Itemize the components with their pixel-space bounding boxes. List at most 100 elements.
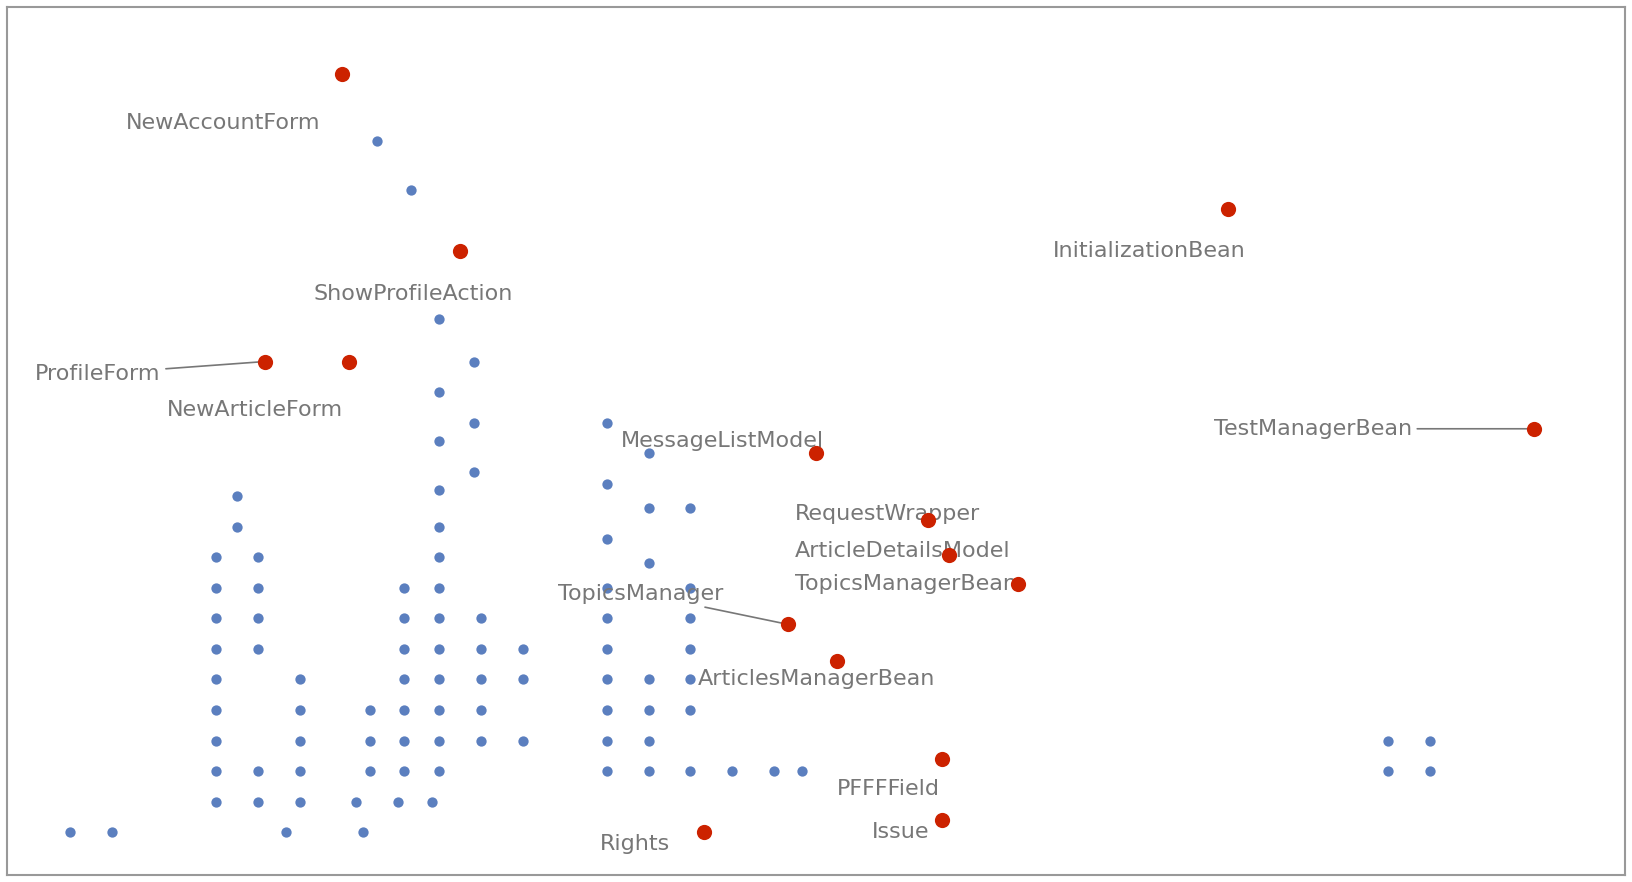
Point: [398, 183, 424, 198]
Point: [677, 642, 703, 656]
Point: [392, 642, 418, 656]
Point: [287, 764, 313, 778]
Point: [720, 764, 746, 778]
Point: [635, 501, 661, 515]
Point: [468, 703, 494, 717]
Point: [929, 751, 955, 766]
Point: [287, 672, 313, 686]
Point: [511, 642, 537, 656]
Text: ArticlesManagerBean: ArticlesManagerBean: [697, 669, 935, 690]
Point: [426, 434, 452, 448]
Text: MessageListModel: MessageListModel: [620, 431, 824, 451]
Point: [287, 734, 313, 748]
Point: [287, 703, 313, 717]
Point: [426, 311, 452, 325]
Point: [594, 642, 620, 656]
Point: [349, 826, 375, 840]
Point: [635, 734, 661, 748]
Point: [202, 703, 228, 717]
Point: [462, 355, 488, 369]
Point: [803, 446, 829, 460]
Point: [1417, 764, 1443, 778]
Text: TopicsManager: TopicsManager: [558, 584, 785, 624]
Point: [914, 513, 940, 527]
Point: [447, 244, 473, 258]
Point: [426, 385, 452, 400]
Point: [788, 764, 814, 778]
Point: [677, 672, 703, 686]
Point: [356, 764, 382, 778]
Point: [468, 642, 494, 656]
Point: [392, 672, 418, 686]
Point: [245, 611, 271, 625]
Point: [1214, 202, 1240, 216]
Point: [635, 672, 661, 686]
Point: [511, 734, 537, 748]
Point: [594, 703, 620, 717]
Point: [426, 672, 452, 686]
Point: [594, 764, 620, 778]
Point: [251, 355, 277, 369]
Point: [426, 519, 452, 534]
Point: [392, 611, 418, 625]
Point: [929, 813, 955, 827]
Point: [202, 642, 228, 656]
Text: InitializationBean: InitializationBean: [1053, 242, 1245, 261]
Point: [462, 465, 488, 479]
Point: [392, 764, 418, 778]
Point: [635, 703, 661, 717]
Point: [462, 415, 488, 430]
Point: [1521, 422, 1547, 436]
Point: [245, 580, 271, 594]
Point: [392, 580, 418, 594]
Text: TopicsManagerBean: TopicsManagerBean: [795, 574, 1017, 594]
Point: [468, 611, 494, 625]
Text: PFFFField: PFFFField: [837, 780, 940, 799]
Point: [677, 703, 703, 717]
Point: [677, 764, 703, 778]
Point: [635, 446, 661, 460]
Point: [1005, 577, 1031, 591]
Point: [775, 617, 801, 632]
Point: [677, 580, 703, 594]
Point: [635, 557, 661, 571]
Point: [935, 548, 961, 562]
Point: [594, 734, 620, 748]
Point: [426, 611, 452, 625]
Point: [468, 734, 494, 748]
Text: RequestWrapper: RequestWrapper: [795, 505, 981, 525]
Point: [245, 550, 271, 564]
Point: [202, 795, 228, 809]
Point: [202, 580, 228, 594]
Point: [202, 734, 228, 748]
Point: [343, 795, 369, 809]
Point: [57, 826, 83, 840]
Point: [245, 764, 271, 778]
Point: [635, 764, 661, 778]
Point: [392, 734, 418, 748]
Point: [245, 642, 271, 656]
Point: [761, 764, 787, 778]
Point: [426, 550, 452, 564]
Point: [273, 826, 299, 840]
Point: [419, 795, 446, 809]
Point: [594, 580, 620, 594]
Point: [594, 532, 620, 546]
Point: [287, 795, 313, 809]
Point: [224, 519, 250, 534]
Point: [356, 734, 382, 748]
Text: ArticleDetailsModel: ArticleDetailsModel: [795, 541, 1010, 561]
Point: [356, 703, 382, 717]
Point: [392, 703, 418, 717]
Point: [426, 642, 452, 656]
Point: [328, 67, 354, 81]
Point: [426, 482, 452, 497]
Point: [594, 672, 620, 686]
Text: Rights: Rights: [601, 834, 671, 855]
Point: [202, 550, 228, 564]
Point: [511, 672, 537, 686]
Text: ShowProfileAction: ShowProfileAction: [313, 284, 512, 304]
Point: [1417, 734, 1443, 748]
Point: [677, 501, 703, 515]
Point: [677, 611, 703, 625]
